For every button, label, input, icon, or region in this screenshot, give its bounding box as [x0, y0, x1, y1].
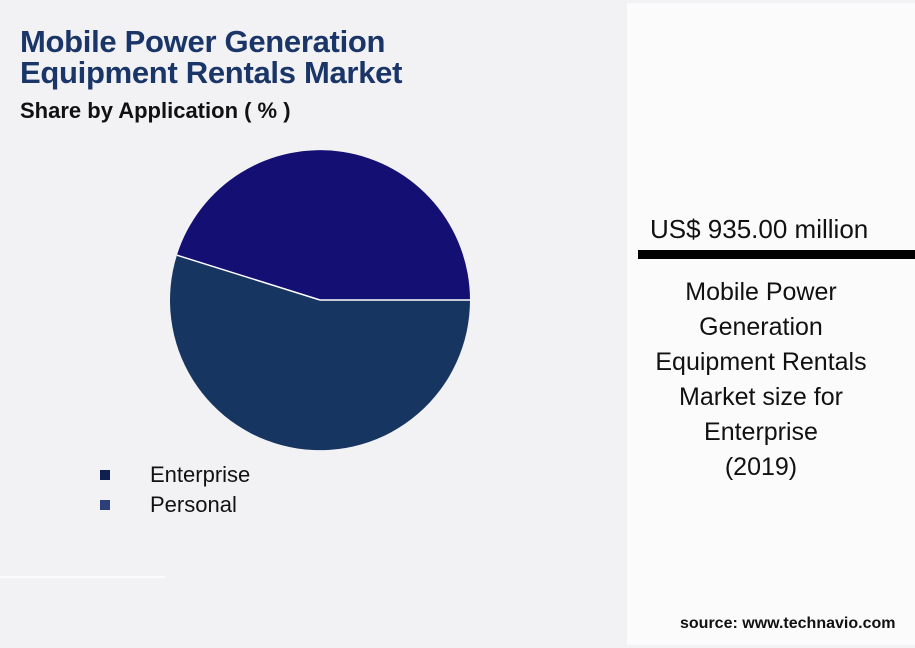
kpi-description: Mobile Power Generation Equipment Rental… — [640, 275, 882, 485]
pie-slice-personal — [176, 150, 470, 300]
chart-title: Mobile Power Generation Equipment Rentals… — [20, 26, 402, 88]
kpi-value: US$ 935.00 million — [650, 214, 869, 244]
desc-line: Equipment Rentals — [655, 348, 867, 376]
legend: Enterprise Personal — [100, 460, 250, 520]
title-line-1: Mobile Power Generation — [20, 24, 386, 59]
divider — [0, 576, 165, 578]
desc-line: Enterprise — [704, 418, 818, 446]
pie-slice-enterprise — [170, 255, 471, 451]
legend-item-enterprise: Enterprise — [100, 460, 250, 490]
kpi-divider — [638, 250, 915, 259]
desc-line: Generation — [699, 313, 823, 341]
legend-item-personal: Personal — [100, 490, 250, 520]
legend-swatch — [100, 500, 110, 510]
pie-chart — [170, 150, 471, 451]
legend-label: Enterprise — [150, 462, 251, 487]
legend-swatch — [100, 470, 110, 480]
chart-subtitle: Share by Application ( % ) — [20, 98, 291, 123]
desc-line: Market size for — [679, 383, 843, 411]
source-text: source: www.technavio.com — [680, 615, 896, 632]
title-line-2: Equipment Rentals Market — [20, 55, 403, 90]
kpi-panel — [627, 3, 915, 645]
desc-line: (2019) — [724, 453, 798, 481]
legend-label: Personal — [150, 492, 237, 517]
desc-line: Mobile Power — [685, 278, 837, 306]
